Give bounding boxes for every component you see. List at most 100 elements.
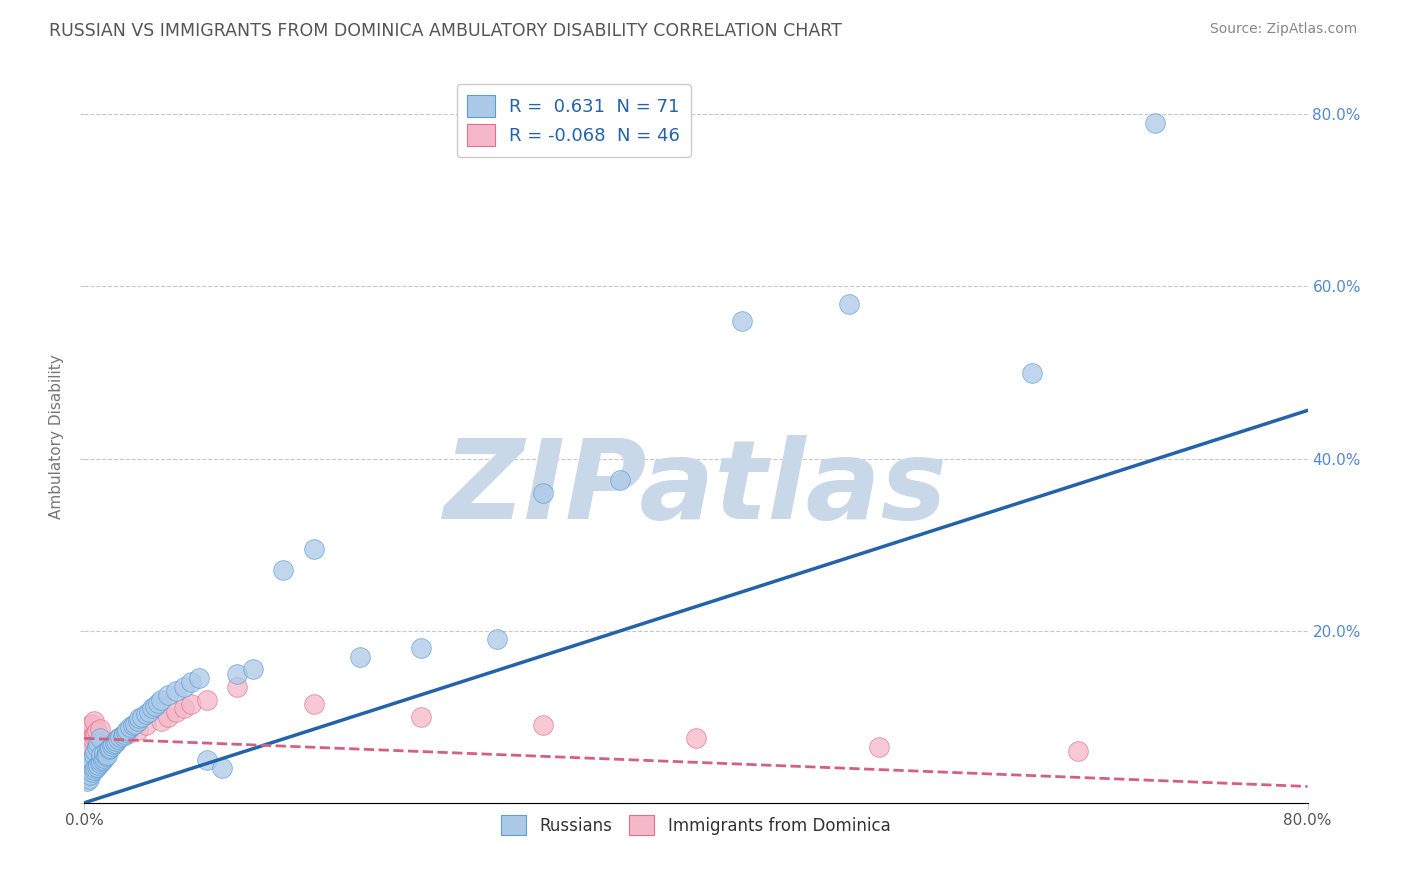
Point	[89, 722, 111, 736]
Point	[173, 701, 195, 715]
Point	[84, 761, 107, 775]
Point	[188, 671, 211, 685]
Point	[302, 697, 325, 711]
Point	[79, 718, 101, 732]
Point	[869, 739, 891, 754]
Point	[79, 758, 101, 772]
Point	[731, 314, 754, 328]
Point	[531, 486, 554, 500]
Point	[76, 774, 98, 789]
Point	[111, 729, 134, 743]
Point	[149, 692, 172, 706]
Point	[94, 749, 117, 764]
Point	[195, 753, 218, 767]
Point	[128, 711, 150, 725]
Point	[1143, 116, 1166, 130]
Point	[96, 747, 118, 762]
Point	[76, 765, 98, 780]
Point	[83, 763, 105, 777]
Point	[131, 710, 153, 724]
Point	[180, 675, 202, 690]
Point	[96, 744, 118, 758]
Point	[86, 724, 108, 739]
Point	[146, 696, 169, 710]
Point	[173, 680, 195, 694]
Point	[77, 723, 100, 737]
Point	[79, 768, 101, 782]
Point	[135, 718, 157, 732]
Point	[76, 727, 98, 741]
Point	[115, 727, 138, 741]
Point	[93, 746, 115, 760]
Point	[107, 731, 129, 746]
Point	[409, 640, 432, 655]
Point	[1021, 366, 1043, 380]
Point	[349, 649, 371, 664]
Point	[531, 718, 554, 732]
Point	[409, 710, 432, 724]
Point	[84, 727, 107, 741]
Point	[98, 740, 121, 755]
Point	[89, 731, 111, 746]
Point	[79, 757, 101, 772]
Point	[242, 662, 264, 676]
Point	[838, 296, 860, 310]
Point	[165, 684, 187, 698]
Point	[103, 737, 125, 751]
Legend: Russians, Immigrants from Dominica: Russians, Immigrants from Dominica	[495, 808, 897, 842]
Point	[80, 731, 103, 746]
Point	[97, 742, 120, 756]
Point	[93, 751, 115, 765]
Point	[1067, 744, 1090, 758]
Point	[77, 759, 100, 773]
Point	[101, 735, 124, 749]
Point	[105, 734, 128, 748]
Text: RUSSIAN VS IMMIGRANTS FROM DOMINICA AMBULATORY DISABILITY CORRELATION CHART: RUSSIAN VS IMMIGRANTS FROM DOMINICA AMBU…	[49, 22, 842, 40]
Point	[80, 753, 103, 767]
Point	[80, 756, 103, 771]
Point	[87, 735, 110, 749]
Point	[149, 714, 172, 728]
Point	[91, 753, 114, 767]
Point	[138, 705, 160, 719]
Point	[83, 729, 105, 743]
Point	[486, 632, 509, 647]
Point	[108, 731, 131, 745]
Point	[75, 748, 97, 763]
Point	[302, 541, 325, 556]
Point	[75, 763, 97, 777]
Point	[195, 692, 218, 706]
Text: Source: ZipAtlas.com: Source: ZipAtlas.com	[1209, 22, 1357, 37]
Point	[101, 739, 124, 753]
Point	[112, 727, 135, 741]
Point	[271, 564, 294, 578]
Point	[157, 688, 180, 702]
Point	[93, 742, 115, 756]
Point	[107, 732, 129, 747]
Point	[211, 761, 233, 775]
Point	[87, 758, 110, 772]
Point	[86, 739, 108, 754]
Point	[120, 720, 142, 734]
Point	[104, 735, 127, 749]
Point	[127, 723, 149, 737]
Point	[86, 759, 108, 773]
Point	[165, 706, 187, 720]
Point	[76, 761, 98, 775]
Point	[83, 714, 105, 728]
Point	[84, 753, 107, 767]
Point	[115, 723, 138, 737]
Y-axis label: Ambulatory Disability: Ambulatory Disability	[49, 355, 65, 519]
Point	[80, 764, 103, 779]
Point	[89, 756, 111, 771]
Point	[90, 748, 112, 763]
Point	[76, 739, 98, 754]
Point	[124, 716, 146, 731]
Point	[609, 473, 631, 487]
Point	[80, 716, 103, 731]
Point	[90, 755, 112, 769]
Point	[75, 770, 97, 784]
Point	[91, 744, 114, 758]
Point	[226, 666, 249, 681]
Point	[114, 725, 136, 739]
